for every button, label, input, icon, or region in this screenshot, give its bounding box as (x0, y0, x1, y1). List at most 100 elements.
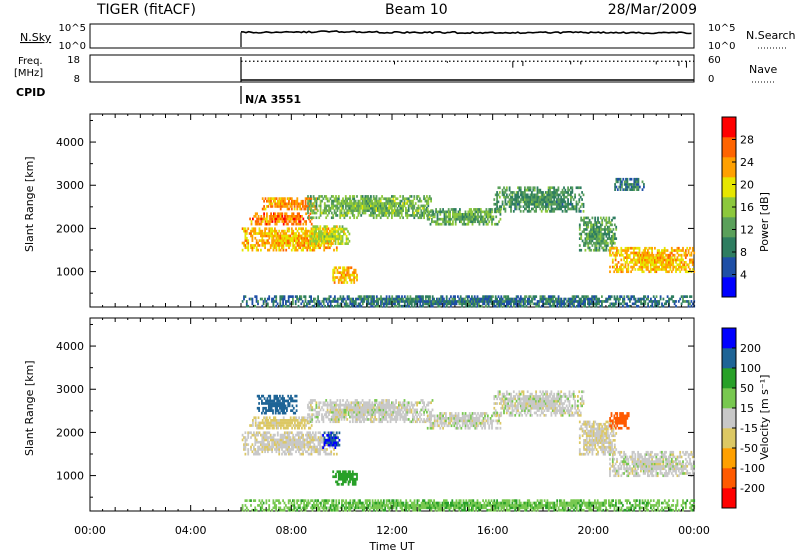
power-cell (321, 211, 323, 215)
power-cell (533, 195, 536, 199)
velocity-cell (295, 404, 298, 408)
power-cell (266, 215, 268, 218)
velocity-cell (325, 415, 328, 419)
velocity-cell (302, 416, 305, 420)
power-cell (409, 195, 411, 198)
power-cell (524, 295, 526, 298)
power-cell (614, 268, 617, 271)
velocity-cell (303, 438, 306, 442)
power-cell (365, 199, 368, 203)
power-cell (668, 263, 670, 267)
power-cell (594, 241, 597, 245)
power-cell (595, 237, 598, 240)
power-cell (522, 210, 525, 213)
power-cell (609, 270, 611, 274)
power-cell (655, 261, 658, 264)
power-cell (445, 304, 448, 308)
power-cell (399, 209, 402, 212)
power-cell (651, 258, 653, 262)
velocity-cell (287, 426, 289, 430)
power-cell (368, 302, 371, 306)
power-cell (288, 215, 291, 218)
power-cell (454, 210, 457, 214)
power-cell (549, 202, 551, 206)
power-cell (561, 205, 564, 208)
power-cell (381, 302, 384, 306)
velocity-cell (328, 410, 330, 414)
power-cell (276, 232, 279, 235)
power-cell (371, 302, 374, 306)
power-cell (334, 295, 336, 298)
power-cell (634, 261, 637, 264)
velocity-cell (281, 421, 284, 425)
power-cell (585, 295, 588, 298)
power-cell (410, 214, 413, 217)
power-cell (474, 215, 477, 219)
power-cell (626, 183, 629, 186)
power-cell (349, 206, 351, 210)
power-cell (501, 300, 504, 303)
power-cell (656, 258, 659, 262)
velocity-cell (290, 440, 293, 444)
velocity-cell (314, 436, 317, 439)
velocity-cell (282, 438, 285, 442)
frequency-trace (240, 57, 694, 82)
power-cell (254, 244, 257, 247)
power-cell (419, 216, 421, 220)
velocity-cell (285, 452, 288, 456)
power-cell (298, 236, 300, 240)
power-cell (627, 253, 630, 257)
power-cell (290, 227, 293, 231)
velocity-cell (294, 416, 296, 420)
power-cell (311, 235, 313, 238)
power-cell (599, 216, 602, 220)
power-cell (647, 263, 649, 267)
power-cell (347, 237, 349, 241)
power-cell (554, 297, 557, 301)
power-cell (609, 241, 612, 245)
power-cell (623, 249, 625, 252)
velocity-cell (268, 445, 271, 449)
velocity-cell (333, 420, 336, 424)
power-cell (387, 297, 389, 301)
power-cell (644, 251, 646, 255)
velocity-cell (337, 420, 340, 424)
power-cell (401, 304, 403, 308)
power-cell (290, 205, 293, 208)
power-cell (255, 241, 258, 245)
velocity-cell (245, 438, 248, 442)
power-cell (635, 263, 638, 267)
power-cell (388, 204, 390, 208)
velocity-cell (308, 420, 311, 424)
power-cell (680, 268, 683, 271)
power-cell (316, 235, 319, 238)
power-cell (423, 197, 425, 201)
velocity-cell (315, 420, 318, 424)
power-cell (525, 188, 528, 192)
power-cell (583, 216, 585, 220)
power-cell (365, 204, 368, 208)
power-cell (247, 244, 250, 247)
power-cell (676, 246, 679, 250)
power-cell (340, 206, 343, 210)
power-cell (525, 207, 528, 211)
power-cell (321, 239, 324, 242)
velocity-cell (281, 402, 284, 405)
power-cell (630, 251, 632, 255)
power-cell (680, 258, 683, 262)
power-cell (473, 295, 476, 298)
power-cell (683, 253, 686, 257)
power-cell (504, 188, 507, 192)
power-cell (440, 222, 443, 226)
power-cell (384, 300, 387, 303)
power-cell (529, 302, 532, 306)
velocity-cell (264, 416, 267, 420)
power-cell (580, 297, 582, 301)
velocity-cell (306, 436, 309, 439)
power-cell (584, 221, 587, 224)
velocity-cell (307, 413, 309, 416)
power-cell (316, 232, 319, 236)
power-cell (634, 177, 637, 181)
power-cell (380, 300, 382, 303)
velocity-cell (274, 402, 277, 405)
